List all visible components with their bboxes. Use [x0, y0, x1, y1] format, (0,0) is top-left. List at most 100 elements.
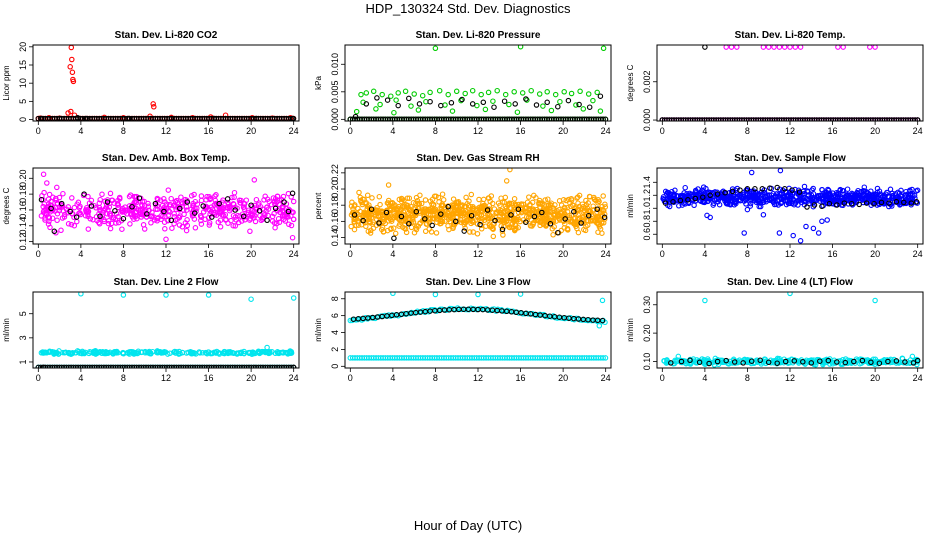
- sample-point: [524, 199, 531, 206]
- x-tick-label: 16: [828, 249, 838, 259]
- sample-point: [65, 204, 72, 210]
- sample-point: [243, 197, 250, 203]
- sample-point: [815, 192, 821, 199]
- sample-point: [573, 204, 579, 211]
- sample-point: [563, 197, 569, 204]
- sample-point: [803, 223, 809, 230]
- sample-point: [772, 196, 778, 203]
- x-tick-label: 4: [702, 126, 707, 136]
- mean-point: [129, 204, 135, 210]
- sample-point: [46, 191, 53, 198]
- mean-point: [901, 199, 907, 206]
- sample-point: [276, 219, 283, 226]
- sample-point: [206, 206, 212, 213]
- sample-point: [715, 192, 722, 198]
- x-tick-label: 4: [702, 373, 707, 383]
- sample-point: [691, 202, 697, 209]
- sample-point: [427, 89, 433, 96]
- sample-point: [141, 202, 148, 209]
- sample-point: [881, 192, 888, 199]
- sample-point: [783, 201, 790, 208]
- sample-point: [179, 224, 186, 230]
- sample-point: [744, 206, 751, 213]
- sample-point: [43, 210, 50, 217]
- x-tick-label: 20: [246, 126, 256, 136]
- sample-point: [175, 214, 182, 220]
- sample-point: [846, 359, 852, 365]
- sample-point: [380, 216, 387, 223]
- sample-point: [40, 171, 47, 178]
- sample-point: [87, 216, 94, 222]
- sample-point: [842, 356, 849, 362]
- sample-point: [367, 220, 373, 226]
- mean-point: [544, 99, 550, 106]
- sample-point: [507, 168, 513, 173]
- sample-point: [781, 45, 788, 50]
- x-tick-label: 4: [390, 249, 395, 259]
- mean-point: [264, 217, 270, 224]
- mean-point: [413, 208, 420, 215]
- mean-point: [800, 359, 806, 365]
- sample-point: [148, 220, 154, 226]
- sample-point: [857, 192, 863, 199]
- y-tick-label: 1: [18, 359, 28, 364]
- x-tick-label: 8: [745, 249, 750, 259]
- x-tick-label: 16: [204, 249, 214, 259]
- mean-point: [914, 357, 921, 364]
- sample-point: [835, 190, 841, 196]
- sample-point: [490, 98, 496, 104]
- sample-point: [522, 209, 528, 215]
- sample-point: [494, 87, 500, 94]
- sample-point: [145, 203, 152, 210]
- sample-point: [231, 189, 238, 196]
- x-tick-label: 0: [660, 126, 665, 136]
- x-tick-label: 12: [473, 373, 483, 383]
- mean-point: [533, 102, 540, 108]
- y-tick-label: 0.16: [330, 213, 340, 231]
- sample-point: [393, 97, 399, 103]
- sample-point: [62, 349, 69, 356]
- sample-point: [795, 202, 801, 208]
- sample-point: [392, 230, 399, 237]
- mean-point: [422, 216, 428, 222]
- x-tick-label: 20: [870, 126, 880, 136]
- sample-point: [893, 360, 900, 366]
- sample-point: [74, 218, 80, 225]
- mean-point: [878, 199, 885, 206]
- y-tick-label: 0.005: [330, 81, 340, 104]
- mean-point: [452, 218, 459, 225]
- panel-3: Stan. Dev. Li-820 Temp. degrees C 0 4 8 12 16 2…: [626, 30, 924, 136]
- sample-point: [738, 359, 744, 365]
- sample-point: [787, 292, 793, 297]
- mean-point: [729, 188, 736, 195]
- sample-point: [68, 45, 75, 51]
- sample-point: [486, 212, 493, 218]
- mean-point: [539, 209, 545, 216]
- sample-point: [810, 185, 816, 192]
- sample-point: [427, 216, 433, 223]
- sample-point: [741, 230, 747, 236]
- sample-point: [872, 192, 879, 198]
- mean-point: [700, 194, 706, 200]
- mean-point: [804, 204, 810, 210]
- sample-point: [596, 214, 602, 220]
- sample-point: [780, 195, 786, 201]
- mean-point: [722, 189, 728, 196]
- plot-frame: [32, 44, 300, 122]
- sample-point: [679, 202, 686, 208]
- x-tick-label: 0: [660, 249, 665, 259]
- sample-point: [202, 349, 209, 356]
- mean-point: [696, 359, 703, 366]
- mean-point: [565, 97, 572, 104]
- x-tick-label: 12: [161, 126, 171, 136]
- sample-point: [422, 228, 429, 235]
- mean-point: [112, 208, 118, 214]
- mean-point: [796, 189, 803, 195]
- sample-point: [43, 207, 49, 214]
- mean-point: [910, 360, 917, 366]
- x-tick-label: 16: [204, 373, 214, 383]
- sample-point: [233, 217, 240, 223]
- mean-point: [484, 207, 491, 213]
- sample-point: [143, 214, 150, 220]
